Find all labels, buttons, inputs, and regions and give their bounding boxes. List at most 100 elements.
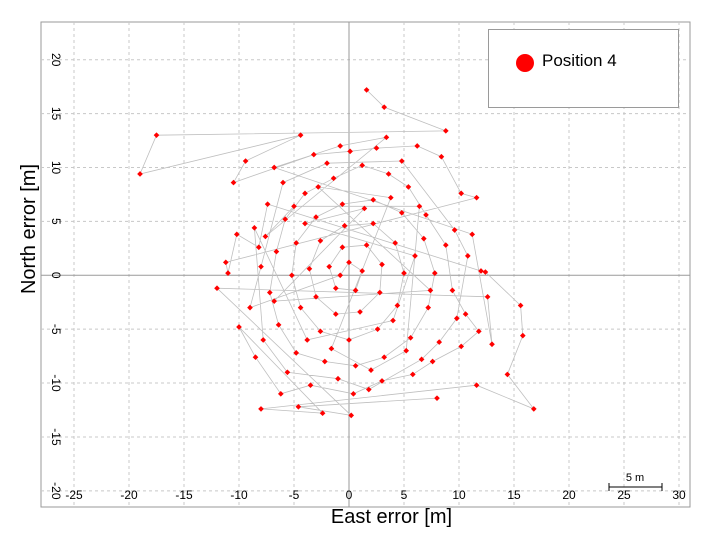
x-tick-label: -20 bbox=[120, 488, 138, 502]
data-point bbox=[379, 378, 385, 384]
data-point bbox=[519, 332, 526, 339]
data-point bbox=[381, 104, 388, 110]
data-point bbox=[442, 128, 449, 134]
data-point bbox=[401, 270, 407, 276]
data-point bbox=[225, 270, 231, 276]
data-point bbox=[242, 158, 249, 164]
data-point bbox=[405, 184, 412, 190]
x-tick-label: 20 bbox=[562, 488, 576, 502]
data-point bbox=[473, 194, 480, 201]
data-point bbox=[429, 358, 436, 365]
data-point bbox=[376, 289, 383, 296]
data-point bbox=[352, 287, 359, 294]
data-point bbox=[304, 337, 311, 343]
data-point bbox=[398, 209, 405, 216]
data-point bbox=[517, 302, 524, 309]
data-point bbox=[293, 240, 300, 246]
y-tick-label: -10 bbox=[49, 374, 63, 392]
data-point bbox=[293, 350, 300, 356]
data-point bbox=[350, 391, 357, 397]
data-point bbox=[284, 369, 291, 376]
data-point bbox=[295, 403, 302, 410]
x-tick-label: 10 bbox=[452, 488, 466, 502]
data-point bbox=[370, 220, 377, 227]
data-point bbox=[363, 242, 370, 248]
data-point bbox=[328, 345, 335, 352]
data-point bbox=[347, 148, 353, 155]
x-tick-label: 5 bbox=[401, 488, 408, 502]
data-point bbox=[436, 339, 443, 345]
data-point bbox=[379, 261, 385, 268]
data-point bbox=[247, 304, 253, 311]
data-point bbox=[319, 410, 326, 417]
data-point bbox=[313, 214, 319, 220]
data-point bbox=[251, 225, 258, 231]
data-point bbox=[271, 298, 278, 304]
data-point bbox=[451, 227, 458, 233]
x-tick-label: -5 bbox=[289, 488, 300, 502]
data-point bbox=[407, 334, 414, 341]
data-point bbox=[438, 153, 445, 160]
data-point bbox=[255, 244, 262, 251]
data-point bbox=[469, 231, 476, 238]
data-point bbox=[346, 337, 352, 343]
data-point bbox=[222, 259, 229, 266]
data-point bbox=[335, 375, 341, 382]
data-point bbox=[409, 371, 416, 378]
data-point bbox=[504, 371, 511, 378]
data-point bbox=[273, 248, 280, 255]
data-point bbox=[383, 134, 390, 141]
data-point bbox=[337, 272, 344, 279]
scale-bar-label: 5 m bbox=[626, 472, 644, 484]
data-point bbox=[359, 162, 366, 169]
data-point bbox=[374, 326, 381, 332]
data-point bbox=[442, 242, 449, 248]
data-point bbox=[262, 233, 269, 240]
x-tick-labels: -25 -20 -15 -10 -5 0 5 10 15 20 25 30 bbox=[65, 488, 686, 502]
data-point bbox=[326, 263, 333, 270]
data-point bbox=[280, 179, 286, 186]
data-point bbox=[230, 179, 237, 186]
x-tick-label: 30 bbox=[672, 488, 686, 502]
data-point bbox=[398, 158, 405, 164]
data-point bbox=[434, 395, 440, 401]
y-tick-label: 15 bbox=[49, 107, 63, 121]
data-point bbox=[368, 367, 374, 373]
data-point bbox=[423, 212, 429, 218]
data-point bbox=[464, 253, 471, 259]
data-point bbox=[414, 143, 421, 149]
x-tick-label: 0 bbox=[346, 488, 353, 502]
data-point bbox=[324, 160, 330, 167]
data-point bbox=[394, 302, 401, 309]
data-point bbox=[302, 190, 308, 197]
data-point bbox=[489, 341, 495, 348]
y-tick-label: -20 bbox=[49, 482, 63, 500]
data-point bbox=[266, 289, 273, 296]
data-point bbox=[365, 386, 372, 393]
data-point bbox=[339, 244, 346, 251]
data-point bbox=[348, 412, 355, 419]
data-point bbox=[317, 237, 324, 244]
data-point bbox=[291, 203, 297, 210]
y-axis-label: North error [m] bbox=[18, 163, 40, 295]
data-point bbox=[341, 222, 348, 229]
data-point bbox=[453, 315, 460, 322]
data-point bbox=[392, 240, 399, 246]
y-tick-labels: -20 -15 -10 -5 0 5 10 15 20 bbox=[49, 53, 63, 500]
data-point bbox=[332, 311, 339, 317]
y-tick-label: 0 bbox=[49, 272, 63, 279]
data-point bbox=[306, 265, 313, 272]
data-point bbox=[137, 171, 143, 177]
data-point bbox=[458, 343, 465, 350]
data-points bbox=[137, 87, 537, 419]
data-point bbox=[332, 285, 339, 292]
data-point bbox=[330, 175, 337, 182]
data-point bbox=[359, 268, 366, 274]
data-point bbox=[321, 358, 328, 365]
data-point bbox=[346, 259, 352, 266]
data-point bbox=[258, 406, 264, 412]
scale-bar: 5 m bbox=[608, 472, 663, 491]
data-point bbox=[297, 132, 304, 138]
data-point bbox=[425, 304, 432, 311]
y-tick-label: 20 bbox=[49, 53, 63, 67]
